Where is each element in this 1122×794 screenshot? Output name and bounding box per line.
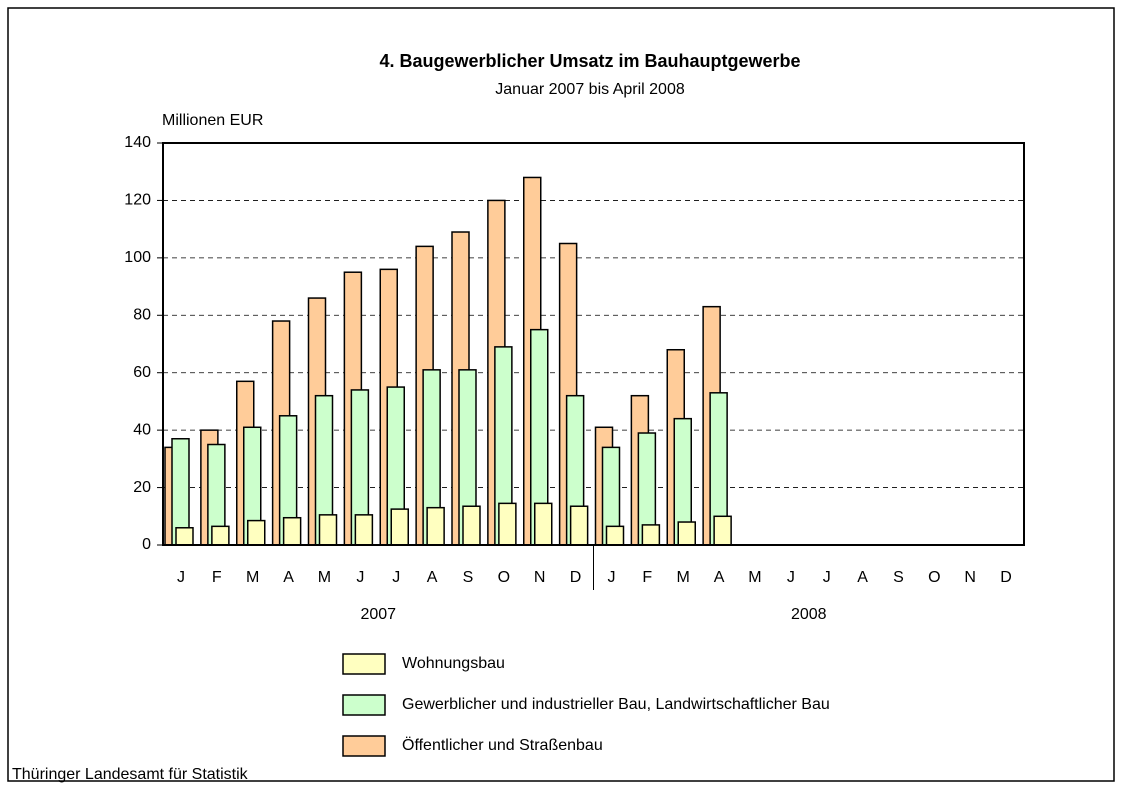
chart-title: 4. Baugewerblicher Umsatz im Bauhauptgew…: [379, 51, 800, 71]
x-tick-label: J: [823, 569, 831, 586]
x-tick-label: F: [212, 569, 222, 586]
bar: [534, 502, 553, 546]
legend-label: Wohnungsbau: [402, 655, 505, 672]
legend-label: Öffentlicher und Straßenbau: [402, 736, 603, 754]
x-tick-label: D: [1000, 569, 1012, 586]
bar: [282, 516, 302, 546]
legend-label: Gewerblicher und industrieller Bau, Land…: [402, 696, 830, 713]
x-tick-label: N: [534, 569, 546, 586]
x-tick-label: M: [246, 569, 259, 586]
bar: [498, 502, 517, 546]
x-tick-label: O: [498, 569, 510, 586]
bar: [605, 525, 625, 546]
x-tick-label: O: [928, 569, 940, 586]
legend-swatch: [342, 735, 386, 757]
legend-swatch: [342, 653, 386, 675]
x-tick-label: N: [964, 569, 976, 586]
bar: [354, 514, 374, 546]
chart-subtitle: Januar 2007 bis April 2008: [495, 81, 685, 98]
x-tick-label: M: [748, 569, 761, 586]
x-tick-label: A: [857, 569, 868, 586]
y-tick-label: 100: [124, 249, 151, 266]
bar: [713, 515, 732, 546]
y-tick-label: 60: [133, 364, 151, 381]
bar: [641, 524, 661, 546]
x-tick-label: A: [283, 569, 294, 586]
y-tick-label: 0: [142, 536, 151, 553]
bar: [175, 527, 194, 546]
bar: [426, 506, 445, 546]
y-axis-label: Millionen EUR: [162, 112, 263, 129]
bar: [569, 505, 589, 546]
x-tick-label: F: [642, 569, 652, 586]
x-tick-label: D: [570, 569, 582, 586]
x-tick-label: S: [893, 569, 904, 586]
x-tick-label: A: [714, 569, 725, 586]
y-tick-label: 80: [133, 307, 151, 324]
x-tick-label: J: [356, 569, 364, 586]
group-label: 2007: [360, 606, 396, 623]
group-label: 2008: [791, 606, 827, 623]
x-tick-label: M: [677, 569, 690, 586]
bar: [462, 505, 481, 546]
y-tick-label: 40: [133, 421, 151, 438]
y-tick-label: 20: [133, 479, 151, 496]
bar: [211, 525, 230, 546]
x-tick-label: M: [318, 569, 331, 586]
x-tick-label: J: [607, 569, 615, 586]
x-tick-label: J: [392, 569, 400, 586]
x-tick-label: A: [427, 569, 438, 586]
y-tick-label: 140: [124, 134, 151, 151]
x-tick-label: J: [177, 569, 185, 586]
bar: [318, 514, 338, 546]
bar: [247, 519, 266, 546]
x-tick-label: S: [463, 569, 474, 586]
bar: [390, 508, 409, 546]
bar: [677, 521, 696, 546]
x-tick-label: J: [787, 569, 795, 586]
legend-swatch: [342, 694, 386, 716]
source: Thüringer Landesamt für Statistik: [12, 766, 249, 783]
y-tick-label: 120: [124, 192, 151, 209]
